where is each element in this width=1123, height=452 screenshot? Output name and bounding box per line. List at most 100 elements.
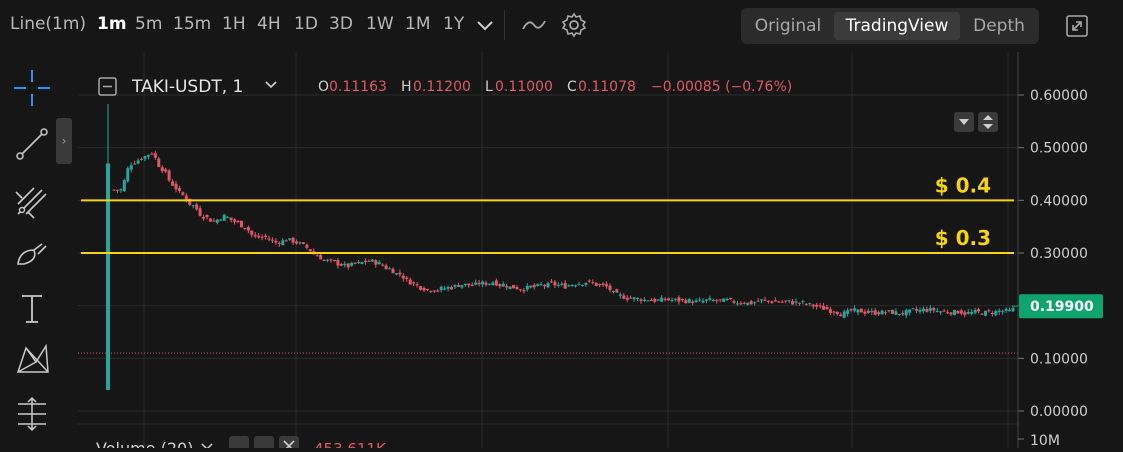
visibility-icon[interactable] (229, 436, 249, 452)
chart-type-label[interactable]: Line(1m) (10, 14, 87, 34)
settings-icon[interactable] (254, 436, 274, 452)
collapse-legend-icon[interactable] (98, 77, 117, 96)
y-tick-label: 0.00000 (1030, 404, 1088, 420)
candle (115, 189, 119, 191)
candle (928, 308, 932, 311)
candle (804, 303, 808, 305)
candle (908, 309, 912, 313)
candle (274, 240, 278, 243)
divider (504, 10, 505, 40)
candle (673, 298, 677, 300)
candle (711, 299, 715, 302)
pitchfork-icon[interactable] (12, 180, 52, 220)
candle (832, 311, 836, 313)
candle (1008, 309, 1012, 311)
candle (119, 189, 123, 191)
volume-label[interactable]: Volume (20) (96, 439, 193, 452)
scale-updown-icon[interactable] (978, 112, 998, 132)
annotation-label: $ 0.4 (935, 173, 991, 197)
timeframe-1m[interactable]: 1m (97, 14, 127, 34)
candle (422, 288, 426, 291)
timeframe-4h[interactable]: 4H (257, 14, 281, 34)
candle (239, 220, 243, 228)
line-chart-icon[interactable] (520, 12, 548, 42)
y-tick-label: 0.30000 (1030, 246, 1088, 262)
candle (584, 282, 588, 285)
candle (591, 282, 595, 284)
candle (188, 198, 192, 205)
candle (215, 219, 219, 223)
timeframe-3d[interactable]: 3D (329, 14, 353, 34)
candle (660, 297, 664, 302)
candle (106, 163, 110, 390)
view-tradingview[interactable]: TradingView (834, 12, 960, 40)
candle (994, 310, 998, 316)
candle (391, 268, 395, 274)
gear-icon[interactable] (561, 12, 587, 42)
candle (632, 297, 636, 300)
candle (508, 286, 512, 289)
candle (549, 281, 553, 283)
candle (667, 298, 671, 301)
candle (763, 299, 767, 301)
candle (742, 302, 746, 304)
timeframe-1h[interactable]: 1H (222, 14, 246, 34)
crosshair-icon[interactable] (12, 68, 52, 108)
candle (863, 311, 867, 314)
view-original[interactable]: Original (754, 16, 822, 36)
symbol-chevron-icon[interactable] (265, 81, 277, 89)
pattern-icon[interactable] (12, 340, 52, 380)
candle (691, 301, 695, 303)
candle (983, 310, 987, 316)
candle (456, 285, 460, 287)
candle (143, 156, 147, 159)
brush-icon[interactable] (12, 234, 52, 274)
price-chart[interactable]: $ 0.4 $ 0.3 0.60000 0.50000 0.40000 0.30000 0… (78, 52, 1123, 452)
annotation-lines: $ 0.4 $ 0.3 (81, 173, 1014, 254)
trend-line-icon[interactable] (12, 124, 52, 164)
candle (246, 227, 250, 231)
candle (226, 217, 230, 219)
candle (963, 312, 967, 315)
timeframe-5m[interactable]: 5m (135, 14, 163, 34)
candle (970, 312, 974, 314)
candle (904, 310, 908, 316)
candle (625, 297, 629, 300)
text-icon[interactable] (12, 288, 52, 328)
candle (281, 240, 285, 246)
candle (987, 310, 991, 312)
candle (270, 239, 274, 241)
toolbar-collapse-chevron-icon[interactable]: › (56, 118, 72, 164)
timeframe-1w[interactable]: 1W (366, 14, 394, 34)
candle (725, 298, 729, 301)
candle (205, 214, 209, 218)
timeframe-1y[interactable]: 1Y (443, 14, 465, 34)
chevron-down-icon[interactable] (474, 12, 496, 42)
candle (911, 308, 915, 310)
candle (556, 284, 560, 286)
candle (322, 260, 326, 262)
timeframe-1d[interactable]: 1D (294, 14, 318, 34)
candle (253, 234, 257, 237)
candle (439, 286, 443, 291)
candle (966, 311, 970, 314)
chart-area[interactable]: $ 0.4 $ 0.3 0.60000 0.50000 0.40000 0.30000 0… (78, 52, 1123, 452)
candle (887, 310, 891, 312)
symbol-label[interactable]: TAKI-USDT, 1 (131, 77, 243, 97)
candle (884, 312, 888, 314)
candle (288, 238, 292, 240)
fullscreen-icon[interactable] (1065, 14, 1089, 42)
candle (394, 273, 398, 275)
candle (925, 309, 929, 312)
candle (670, 299, 674, 301)
measure-icon[interactable] (12, 394, 52, 434)
timeframe-1m-month[interactable]: 1M (405, 14, 431, 34)
candle (326, 259, 330, 261)
candle (839, 314, 843, 317)
timeframe-15m[interactable]: 15m (173, 14, 212, 34)
candle (574, 285, 578, 287)
candle (859, 308, 863, 313)
view-depth[interactable]: Depth (973, 16, 1025, 36)
candle (522, 290, 526, 292)
candle (222, 214, 226, 221)
